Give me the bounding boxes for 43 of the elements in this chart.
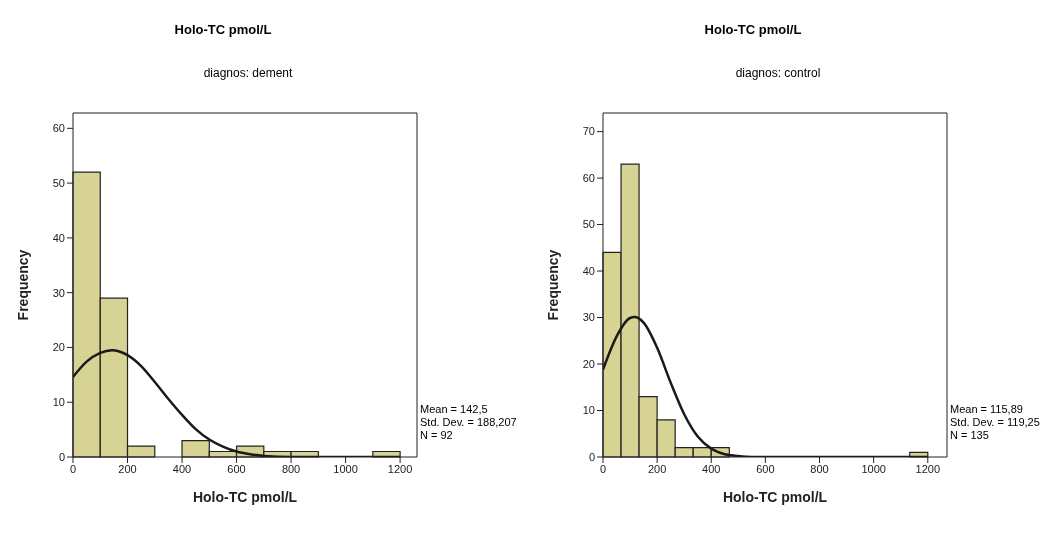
x-tick-label: 0 bbox=[599, 462, 607, 475]
chart-title: Holo-TC pmol/L bbox=[704, 22, 802, 37]
x-tick-label: 200 bbox=[118, 462, 137, 475]
x-tick-label: 400 bbox=[172, 462, 192, 475]
y-tick-label: 20 bbox=[52, 341, 65, 354]
text: Std. Dev. = 119,25 bbox=[950, 416, 1040, 429]
y-tick-label: 10 bbox=[582, 404, 595, 417]
y-tick-label: 40 bbox=[582, 264, 595, 277]
y-tick-label: 10 bbox=[52, 396, 65, 409]
y-tick-label: 50 bbox=[582, 218, 595, 231]
x-tick-label: 1200 bbox=[915, 462, 941, 475]
x-tick-label: 1000 bbox=[861, 462, 886, 475]
chart-subtitle: diagnos: control bbox=[734, 66, 822, 80]
y-tick-label: 0 bbox=[588, 450, 595, 463]
text: Std. Dev. = 188,207 bbox=[420, 416, 517, 429]
y-tick-label: 0 bbox=[58, 450, 65, 463]
x-tick-label: 1000 bbox=[333, 462, 358, 475]
y-axis-title: Frequency bbox=[544, 249, 561, 321]
text: Mean = 142,5 bbox=[420, 403, 489, 416]
y-tick-label: 30 bbox=[582, 311, 595, 324]
y-tick-label: 60 bbox=[582, 171, 595, 184]
chart-title: Holo-TC pmol/L bbox=[174, 22, 272, 37]
y-tick-label: 70 bbox=[582, 125, 595, 138]
x-tick-label: 1200 bbox=[387, 462, 413, 475]
text: N = 135 bbox=[950, 429, 990, 442]
x-tick-label: 400 bbox=[702, 462, 721, 475]
y-tick-label: 50 bbox=[52, 177, 65, 190]
y-tick-label: 40 bbox=[52, 231, 65, 244]
x-tick-label: 800 bbox=[810, 462, 829, 475]
y-tick-label: 20 bbox=[582, 357, 595, 370]
text: N = 92 bbox=[420, 429, 454, 442]
x-axis-title: Holo-TC pmol/L bbox=[722, 489, 828, 505]
y-tick-label: 60 bbox=[52, 122, 65, 135]
x-tick-label: 600 bbox=[227, 462, 246, 475]
y-tick-label: 30 bbox=[52, 286, 65, 299]
x-tick-label: 600 bbox=[756, 462, 775, 475]
chart-subtitle: diagnos: dement bbox=[202, 66, 294, 80]
x-tick-label: 800 bbox=[281, 462, 301, 475]
x-tick-label: 200 bbox=[647, 462, 667, 475]
text: Mean = 115,89 bbox=[950, 403, 1024, 416]
y-axis-title: Frequency bbox=[14, 249, 31, 321]
x-axis-title: Holo-TC pmol/L bbox=[192, 489, 298, 505]
x-tick-label: 0 bbox=[69, 462, 77, 475]
